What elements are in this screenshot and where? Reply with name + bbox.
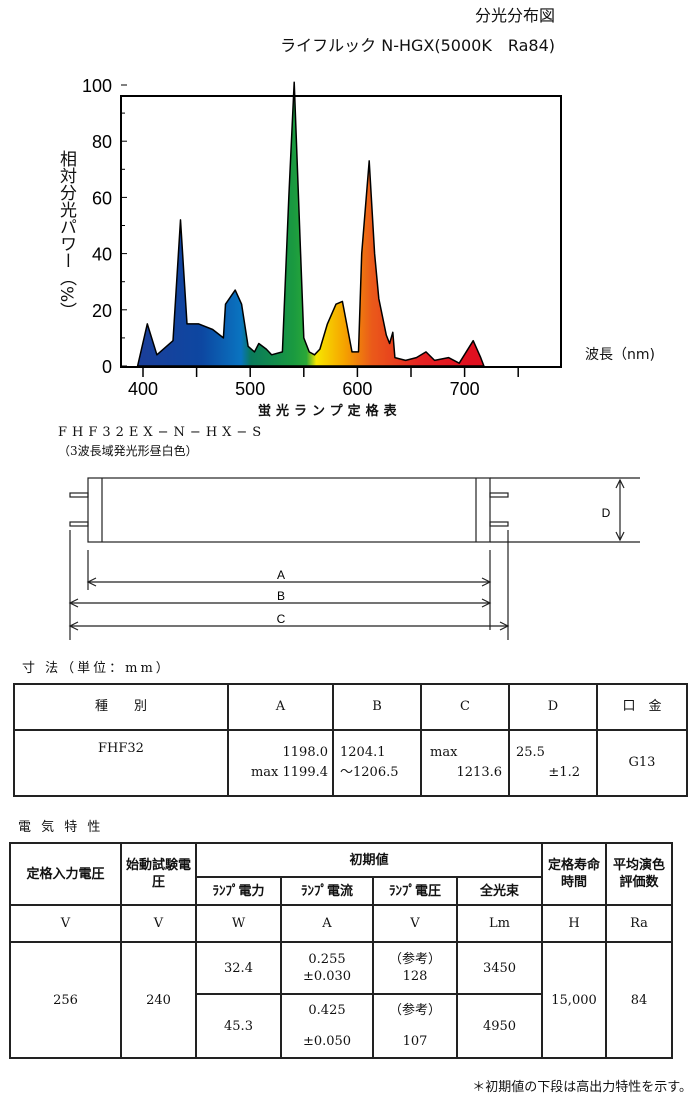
lamp-voltage: 107: [402, 1034, 428, 1049]
header-flux: 全光束: [455, 876, 544, 906]
unit: A: [280, 904, 374, 943]
dim-label-a: A: [277, 568, 285, 582]
ra: 84: [605, 941, 674, 1059]
header-power: ﾗﾝﾌﾟ電力: [195, 876, 282, 906]
cell-b2: 〜1206.5: [340, 765, 399, 780]
x-axis-label: 波長（nm): [585, 347, 655, 363]
plot-frame: [120, 95, 562, 368]
x-tick-label: 400: [128, 379, 158, 399]
header-initial: 初期値: [194, 842, 544, 878]
header-lamp-voltage: ﾗﾝﾌﾟ電圧: [372, 876, 458, 906]
lamp-voltage: 128: [402, 969, 428, 984]
dimensions-title: 寸 法（単位：mm）: [22, 661, 172, 676]
unit: Ra: [605, 904, 674, 943]
tube-diagram: A B C D: [68, 477, 640, 640]
model-description: （3波長域発光形昼白色）: [58, 444, 198, 458]
header-rated-voltage: 定格入力電圧: [9, 842, 122, 906]
header-base: 口 金: [596, 683, 688, 731]
cell-a2: max 1199.4: [250, 765, 328, 780]
electrical-title: 電 気 特 性: [18, 820, 104, 835]
spectrum-chart: 0 20 40 60 80 100 400 500 600 700: [82, 76, 562, 399]
cell-a1: 1198.0: [282, 745, 329, 760]
start-voltage: 240: [120, 941, 197, 1059]
x-tick-label: 600: [342, 379, 372, 399]
y-tick-label: 80: [92, 132, 112, 152]
header-b: B: [332, 683, 422, 731]
footnote: ＊初期値の下段は高出力特性を示す。: [472, 1080, 692, 1095]
unit: Lm: [455, 904, 544, 943]
unit: V: [372, 904, 458, 943]
header-a: A: [227, 683, 334, 731]
life: 15,000: [541, 941, 608, 1059]
y-tick-label: 20: [92, 301, 112, 321]
table-row: 256 240 32.4 0.255 ±0.030 （参考） 128 3450 15…: [9, 941, 674, 1059]
header-d: D: [508, 683, 598, 731]
table-row: FHF32 1198.0 max 1199.4 1204.1 〜1206.5 max…: [13, 729, 688, 797]
dim-label-b: B: [277, 589, 285, 603]
dim-label-c: C: [277, 612, 286, 626]
y-tick-label: 100: [82, 76, 112, 96]
x-tick-label: 700: [450, 379, 480, 399]
unit: V: [9, 904, 122, 943]
reference-note: （参考）: [388, 952, 441, 967]
power: 45.3: [195, 993, 282, 1059]
header-c: C: [420, 683, 510, 731]
header-life: 定格寿命時間: [541, 842, 608, 906]
header-type: 種 別: [13, 683, 229, 731]
header-start-voltage: 始動試験電圧: [120, 842, 197, 906]
y-tick-label: 60: [92, 188, 112, 208]
chart-subtitle: ライフルック N-HGX(5000K Ra84): [280, 36, 555, 55]
header-current: ﾗﾝﾌﾟ電流: [280, 876, 374, 906]
y-axis-label: 相対分光パワー（%）: [56, 150, 76, 320]
y-tick-label: 40: [92, 245, 112, 265]
electrical-table: 定格入力電圧 始動試験電圧 初期値 定格寿命時間 平均演色評価数 ﾗﾝﾌﾟ電力 …: [9, 842, 674, 1059]
chart-title: 分光分布図: [474, 6, 555, 25]
spec-table-caption: 蛍光ランプ定格表: [258, 404, 402, 419]
unit: V: [120, 904, 197, 943]
unit: H: [541, 904, 608, 943]
units-row: V V W A V Lm H Ra: [9, 904, 674, 943]
cell-d1: 25.5: [516, 745, 545, 760]
cell-type: FHF32: [13, 729, 229, 797]
current-tolerance: ±0.050: [302, 1034, 352, 1049]
header-ra: 平均演色評価数: [605, 842, 674, 906]
cell-d2: ±1.2: [548, 765, 580, 780]
cell-b1: 1204.1: [340, 745, 386, 760]
cell-c2: 1213.6: [456, 765, 503, 780]
rated-voltage: 256: [9, 941, 122, 1059]
flux: 3450: [455, 941, 544, 995]
unit: W: [195, 904, 282, 943]
table-row: 45.3 0.425 ±0.050 （参考） 107 4950: [10, 993, 672, 1059]
table-header-row: 種 別 A B C D 口 金: [13, 683, 688, 731]
cell-base: G13: [596, 729, 688, 797]
reference-note: （参考）: [388, 1003, 441, 1018]
y-tick-label: 0: [102, 357, 112, 377]
flux: 4950: [455, 993, 544, 1059]
cell-c1: max: [430, 745, 458, 760]
current: 0.425: [308, 1003, 346, 1018]
power: 32.4: [195, 941, 282, 995]
spectrum-area: [136, 81, 485, 367]
dimensions-table: 種 別 A B C D 口 金 FHF32 1198.0 max 1199.4 1…: [13, 683, 688, 797]
dim-label-d: D: [602, 506, 611, 520]
x-tick-label: 500: [235, 379, 265, 399]
current-tolerance: ±0.030: [302, 969, 352, 984]
model-number: FHF32EX−N−HX−S: [58, 425, 267, 440]
current: 0.255: [308, 952, 346, 967]
